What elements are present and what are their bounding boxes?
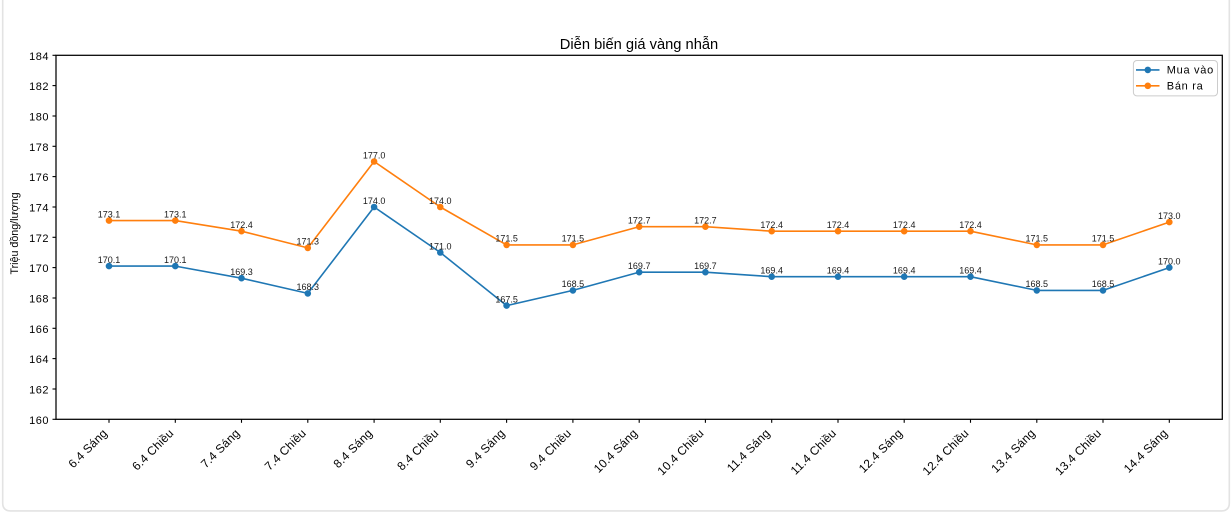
svg-text:172.4: 172.4 bbox=[827, 220, 850, 230]
svg-text:174.0: 174.0 bbox=[429, 196, 452, 206]
svg-text:172.7: 172.7 bbox=[694, 216, 717, 226]
svg-text:172: 172 bbox=[29, 233, 49, 245]
svg-text:176: 176 bbox=[29, 172, 49, 184]
svg-text:180: 180 bbox=[29, 112, 49, 124]
svg-text:168.3: 168.3 bbox=[297, 282, 320, 292]
svg-text:168: 168 bbox=[29, 294, 49, 306]
svg-text:170: 170 bbox=[29, 263, 49, 275]
svg-text:172.4: 172.4 bbox=[230, 220, 253, 230]
svg-text:174.0: 174.0 bbox=[363, 196, 386, 206]
svg-text:177.0: 177.0 bbox=[363, 150, 386, 160]
svg-text:168.5: 168.5 bbox=[562, 279, 585, 289]
svg-text:169.4: 169.4 bbox=[827, 266, 850, 276]
svg-text:168.5: 168.5 bbox=[1026, 279, 1049, 289]
svg-text:160: 160 bbox=[29, 415, 49, 427]
svg-text:182: 182 bbox=[29, 81, 49, 93]
svg-text:171.0: 171.0 bbox=[429, 241, 452, 251]
svg-text:174: 174 bbox=[29, 203, 49, 215]
svg-text:178: 178 bbox=[29, 142, 49, 154]
svg-text:169.3: 169.3 bbox=[230, 267, 253, 277]
svg-text:Triệu đồng/lượng: Triệu đồng/lượng bbox=[9, 192, 21, 274]
svg-text:171.5: 171.5 bbox=[495, 234, 518, 244]
svg-text:169.4: 169.4 bbox=[760, 266, 783, 276]
svg-text:Diễn biến giá vàng nhẫn: Diễn biến giá vàng nhẫn bbox=[560, 36, 718, 53]
svg-text:170.1: 170.1 bbox=[164, 255, 187, 265]
svg-text:172.4: 172.4 bbox=[893, 220, 916, 230]
svg-text:164: 164 bbox=[29, 354, 49, 366]
svg-text:172.7: 172.7 bbox=[628, 216, 651, 226]
svg-text:166: 166 bbox=[29, 324, 49, 336]
svg-text:169.7: 169.7 bbox=[628, 261, 651, 271]
svg-text:172.4: 172.4 bbox=[959, 220, 982, 230]
svg-text:173.1: 173.1 bbox=[98, 209, 121, 219]
svg-text:170.1: 170.1 bbox=[98, 255, 121, 265]
svg-text:184: 184 bbox=[29, 51, 49, 63]
svg-text:Bán ra: Bán ra bbox=[1167, 81, 1204, 93]
svg-text:173.0: 173.0 bbox=[1158, 211, 1181, 221]
svg-text:170.0: 170.0 bbox=[1158, 256, 1181, 266]
svg-text:171.3: 171.3 bbox=[297, 237, 320, 247]
svg-text:162: 162 bbox=[29, 385, 49, 397]
svg-text:173.1: 173.1 bbox=[164, 209, 187, 219]
svg-text:169.4: 169.4 bbox=[959, 266, 982, 276]
svg-text:172.4: 172.4 bbox=[760, 220, 783, 230]
svg-text:Mua vào: Mua vào bbox=[1167, 65, 1214, 77]
svg-text:169.7: 169.7 bbox=[694, 261, 717, 271]
svg-text:171.5: 171.5 bbox=[1092, 234, 1115, 244]
svg-text:169.4: 169.4 bbox=[893, 266, 916, 276]
svg-text:171.5: 171.5 bbox=[1026, 234, 1049, 244]
svg-text:171.5: 171.5 bbox=[562, 234, 585, 244]
svg-text:167.5: 167.5 bbox=[495, 294, 518, 304]
svg-text:168.5: 168.5 bbox=[1092, 279, 1115, 289]
